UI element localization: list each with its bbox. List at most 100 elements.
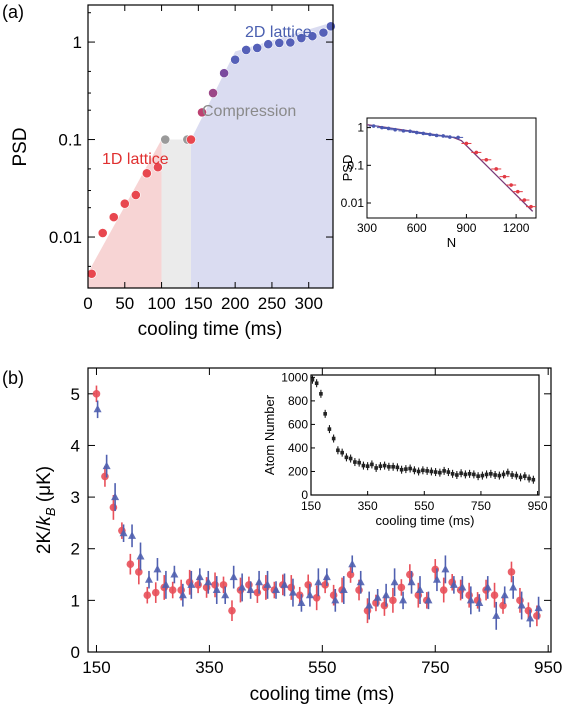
- x-tick-label: 300: [295, 294, 323, 313]
- psd-point: [318, 27, 329, 38]
- inset-point: [353, 460, 357, 464]
- psd-point: [285, 37, 296, 48]
- blue-triangle-point: [102, 461, 111, 470]
- blue-triangle-point: [517, 601, 526, 609]
- psd-point: [130, 190, 141, 200]
- inset-point: [515, 189, 520, 194]
- panel-a-label: (a): [2, 2, 24, 22]
- blue-triangle-point: [432, 575, 441, 583]
- blue-triangle-point: [144, 575, 153, 583]
- blue-triangle-point: [534, 603, 543, 612]
- inset-point: [456, 135, 460, 140]
- inset-point: [501, 472, 506, 477]
- red-circle-point: [143, 591, 152, 599]
- inset-point: [484, 472, 489, 477]
- inset-point: [480, 473, 485, 478]
- psd-point: [119, 198, 130, 209]
- inset-x-tick-label: 300: [357, 221, 377, 235]
- panel-b-frame: [87, 367, 552, 653]
- inset-y-tick-label: 600: [288, 417, 308, 431]
- inset-x-tick-label: 950: [528, 499, 548, 513]
- blue-triangle-point: [475, 598, 484, 606]
- inset-frame: [310, 374, 540, 496]
- inset-x-tick-label: 900: [456, 221, 476, 235]
- inset-point: [421, 131, 426, 136]
- blue-triangle-point: [255, 577, 264, 586]
- red-circle-point: [168, 586, 177, 594]
- blue-triangle-point: [93, 404, 102, 413]
- red-circle-point: [355, 586, 363, 594]
- red-circle-point: [228, 606, 236, 615]
- psd-point: [263, 39, 274, 50]
- psd-point: [152, 162, 163, 173]
- stage-region-3: [191, 22, 333, 289]
- red-circle-point: [431, 565, 440, 574]
- psd-point: [186, 134, 196, 145]
- inset-point: [438, 470, 442, 475]
- inset-point: [429, 469, 434, 474]
- inset-y-tick-label: 0: [301, 488, 308, 502]
- annotation-2d-lattice: 2D lattice: [245, 24, 312, 41]
- panel-a-xlabel: cooling time (ms): [138, 319, 283, 340]
- red-circle-point: [295, 591, 304, 599]
- blue-triangle-point: [153, 564, 162, 573]
- inset-point: [502, 174, 507, 179]
- y-tick-label: 4: [71, 436, 80, 455]
- inset-point: [523, 474, 527, 478]
- inset-point: [434, 133, 439, 138]
- inset-point: [421, 468, 425, 473]
- inset-point: [529, 204, 533, 209]
- psd-point: [160, 134, 171, 145]
- red-circle-point: [380, 601, 389, 610]
- blue-triangle-point: [187, 580, 196, 588]
- red-circle-point: [194, 581, 202, 589]
- blue-triangle-point: [500, 590, 509, 599]
- stage-region-2: [161, 139, 192, 288]
- psd-point: [208, 88, 218, 98]
- inset-point: [327, 427, 332, 431]
- blue-triangle-point: [458, 582, 467, 591]
- panel-b-ylabel: 2K/kB (μK): [34, 466, 58, 554]
- psd-point: [274, 38, 285, 48]
- inset-frame: [366, 117, 537, 219]
- blue-triangle-point: [212, 585, 221, 594]
- blue-triangle-point: [322, 572, 331, 581]
- inset-xlabel: cooling time (ms): [376, 513, 475, 528]
- inset-point: [472, 472, 476, 477]
- blue-triangle-point: [195, 572, 204, 581]
- blue-triangle-point: [161, 580, 170, 588]
- inset-point: [509, 183, 513, 187]
- red-circle-point: [406, 570, 414, 579]
- blue-triangle-point: [365, 601, 374, 609]
- psd-point: [307, 31, 318, 42]
- inset-point: [493, 473, 497, 477]
- blue-triangle-point: [305, 590, 314, 599]
- inset-point: [340, 450, 344, 455]
- inset-point: [395, 465, 400, 470]
- psd-point: [86, 268, 97, 279]
- inset-point: [371, 124, 376, 128]
- panel-a-ylabel: PSD: [10, 127, 31, 166]
- inset-point: [412, 468, 417, 473]
- red-circle-point: [389, 596, 397, 605]
- blue-triangle-point: [288, 588, 297, 596]
- blue-triangle-point: [280, 580, 289, 588]
- inset-point: [382, 463, 387, 468]
- y-tick-label: 0: [71, 643, 80, 662]
- inset-point: [365, 464, 370, 468]
- red-circle-point: [397, 583, 406, 592]
- inset-point: [361, 463, 366, 468]
- inset-point: [310, 377, 315, 382]
- stage-shading: [88, 22, 333, 289]
- red-circle-point: [346, 570, 355, 579]
- psd-point: [252, 43, 263, 53]
- inset-point: [425, 469, 429, 473]
- inset-point: [459, 471, 463, 476]
- inset-point: [428, 132, 432, 137]
- red-circle-point: [499, 601, 507, 610]
- inset-point: [408, 129, 412, 134]
- x-tick-label: 200: [221, 294, 249, 313]
- blue-triangle-point: [111, 492, 120, 501]
- blue-triangle-point: [356, 577, 365, 586]
